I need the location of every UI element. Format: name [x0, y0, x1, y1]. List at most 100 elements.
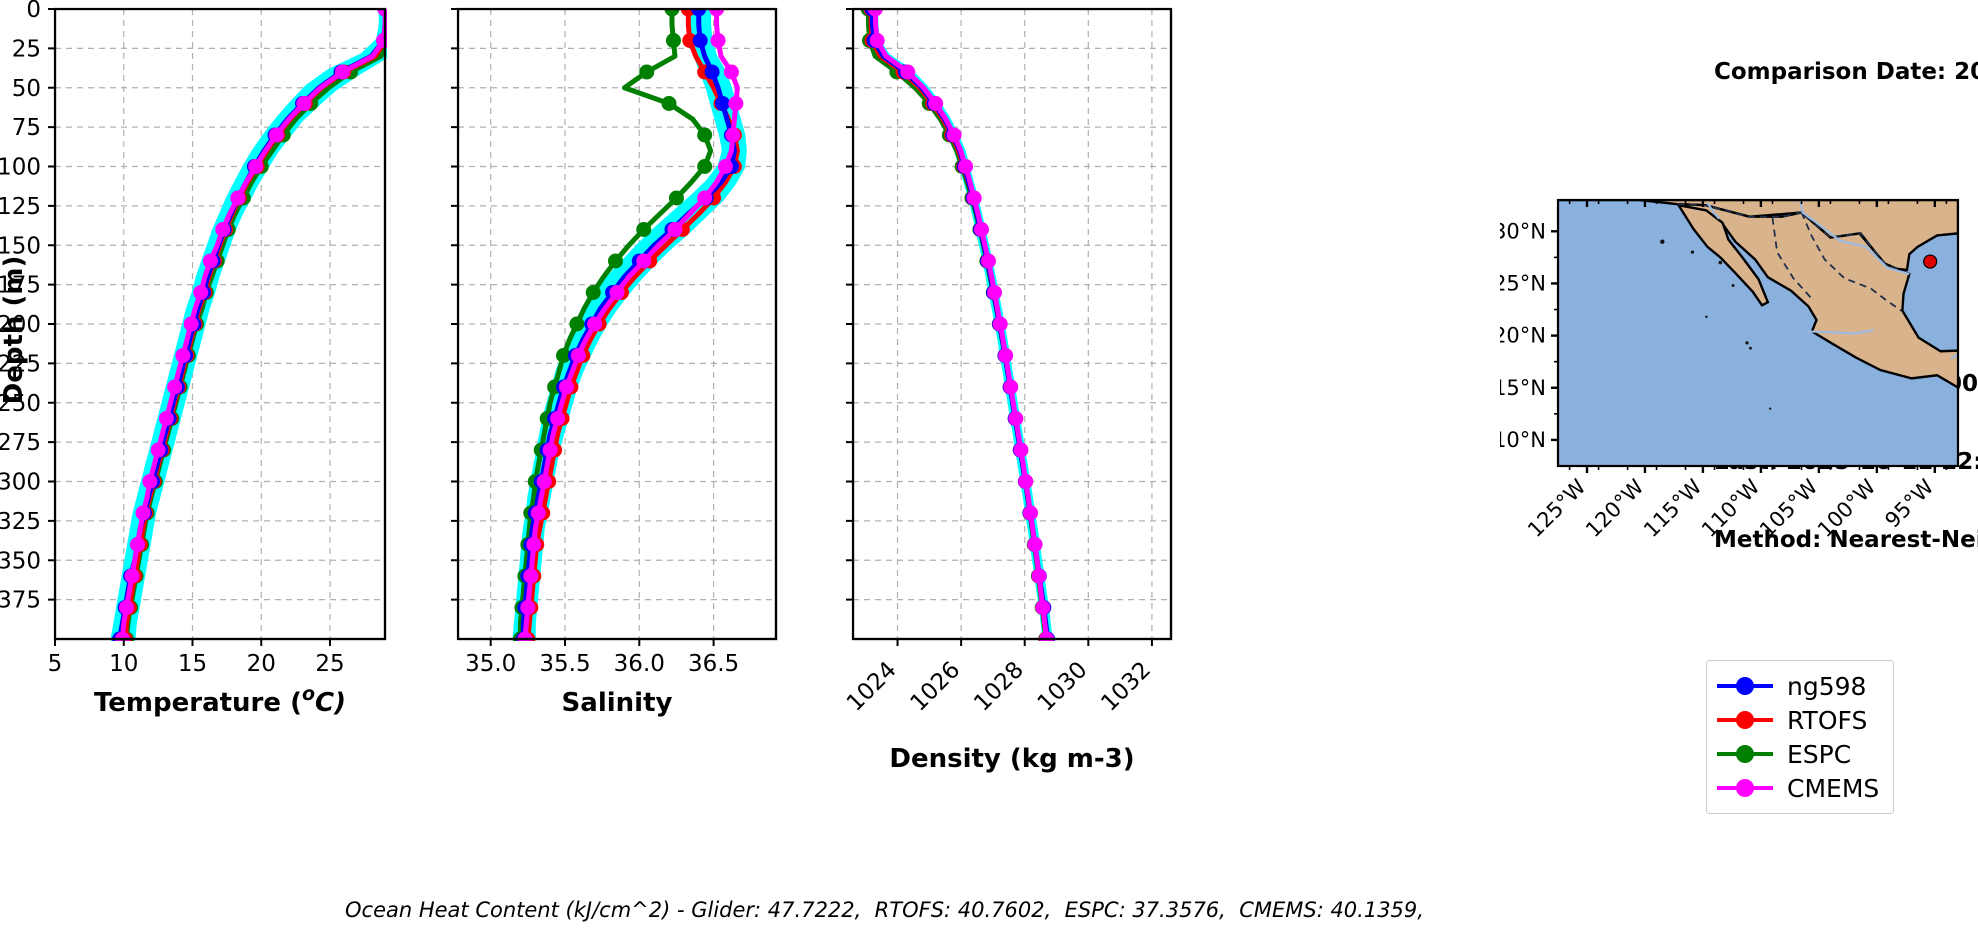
x-axis-label: Density (kg m-3) [889, 744, 1134, 774]
y-tick-label: 150 [0, 233, 41, 259]
series-marker-espc [608, 253, 624, 269]
y-tick-label: 50 [12, 76, 41, 102]
x-tick-label: 20 [247, 651, 276, 677]
series-marker-cmems [526, 537, 542, 552]
island-dot [1660, 239, 1665, 244]
series-marker-cmems [966, 190, 982, 206]
y-tick-label: 25 [12, 36, 41, 62]
landmass-polygon [1676, 203, 1770, 307]
map-frame [1556, 198, 1960, 468]
series-marker-cmems [928, 96, 944, 111]
y-tick-label: 75 [12, 115, 41, 141]
mask-bottom [793, 641, 1251, 701]
legend-item[interactable]: ESPC [1717, 737, 1879, 771]
series-marker-cmems [958, 159, 974, 174]
info-spacer [1714, 137, 1978, 163]
series-marker-espc [585, 285, 601, 300]
series-marker-cmems [725, 127, 741, 143]
series-marker-cmems [992, 316, 1008, 332]
y-tick-label: 275 [0, 430, 41, 456]
series-legend: ng598 RTOFS ESPC CMEMS [1706, 660, 1895, 814]
river-line [1799, 200, 1910, 276]
series-marker-cmems [900, 64, 916, 80]
series-marker-espc [668, 190, 684, 206]
x-tick-label: 15 [178, 651, 207, 677]
series-marker-ng598 [715, 96, 731, 111]
mask-right [1173, 0, 1243, 719]
map-lon-label: 125°W [1523, 474, 1591, 542]
series-marker-espc [665, 33, 681, 48]
ocean-heat-content-caption: Ocean Heat Content (kJ/cm^2) - Glider: 4… [345, 898, 1424, 922]
legend-swatch-espc [1717, 745, 1773, 763]
x-tick-label: 36.0 [614, 651, 665, 677]
series-marker-espc [636, 222, 652, 237]
series-marker-rtofs [682, 33, 698, 48]
series-marker-cmems [167, 379, 183, 395]
y-tick-label: 350 [0, 548, 41, 574]
legend-swatch-cmems [1717, 779, 1773, 797]
river-line [1706, 202, 1720, 220]
series-marker-cmems [723, 64, 739, 80]
panel-salinity: 35.0 35.5 36.0 36.5 Salinity [398, 0, 856, 719]
legend-item[interactable]: CMEMS [1717, 771, 1879, 805]
series-marker-cmems [150, 442, 166, 458]
mask-bottom [398, 641, 856, 701]
series-marker-cmems [728, 96, 744, 111]
map-lat-label: 20°N [1500, 324, 1546, 348]
legend-label: RTOFS [1787, 705, 1868, 735]
mask-bottom [0, 641, 465, 701]
legend-item[interactable]: RTOFS [1717, 703, 1879, 737]
series-marker-cmems [1022, 505, 1038, 521]
series-marker-cmems [130, 537, 145, 552]
series-marker-cmems [587, 316, 603, 332]
y-tick-label: 175 [0, 273, 41, 299]
x-tick-label: 35.5 [539, 651, 590, 677]
series-marker-cmems [334, 64, 350, 80]
series-marker-ng598 [704, 64, 720, 80]
method-line: Method: Nearest-Neighbor [1714, 527, 1978, 553]
x-tick-label: 25 [315, 651, 344, 677]
series-marker-cmems [869, 33, 885, 48]
series-marker-cmems [717, 159, 733, 174]
series-marker-cmems [667, 222, 683, 237]
series-marker-espc [639, 64, 655, 80]
map-lon-label: 110°W [1697, 474, 1765, 542]
series-marker-cmems [1013, 442, 1029, 458]
series-marker-cmems [523, 568, 539, 584]
legend-swatch-ng598 [1717, 677, 1773, 695]
series-marker-espc [661, 96, 677, 111]
series-marker-espc [556, 348, 572, 363]
map-lon-label: 115°W [1639, 474, 1707, 542]
glider-position-marker[interactable] [1923, 254, 1938, 269]
series-marker-cmems [215, 222, 231, 237]
map-lon-label: 105°W [1755, 474, 1823, 542]
series-marker-cmems [530, 505, 546, 521]
mask-left [793, 0, 853, 719]
x-tick-label: 36.5 [688, 651, 739, 677]
series-marker-cmems [987, 285, 1003, 300]
x-tick-label: 35.0 [465, 651, 516, 677]
series-marker-cmems [268, 127, 284, 143]
series-marker-cmems [946, 127, 962, 143]
island-dot [1749, 346, 1752, 350]
series-marker-cmems [230, 190, 246, 206]
island-dot [1705, 315, 1708, 319]
island-dot [1690, 250, 1695, 254]
legend-item[interactable]: ng598 [1717, 669, 1879, 703]
legend-label: ng598 [1787, 671, 1867, 701]
land-masses [1558, 200, 1958, 410]
series-marker-cmems [1003, 379, 1019, 395]
y-tick-label: 100 [0, 155, 41, 181]
series-marker-espc [697, 159, 713, 174]
mask-left [398, 0, 458, 719]
island-dot [1731, 284, 1735, 288]
series-marker-cmems [193, 285, 209, 300]
profile-panels: 5 10 15 20 25 Temperature (oC) 0 25 50 75 100 125 15… [0, 0, 1251, 774]
mask-left [0, 0, 55, 719]
y-tick-label: 250 [0, 391, 41, 417]
series-marker-cmems [124, 568, 140, 584]
series-marker-cmems [142, 474, 158, 489]
series-marker-cmems [536, 474, 552, 489]
